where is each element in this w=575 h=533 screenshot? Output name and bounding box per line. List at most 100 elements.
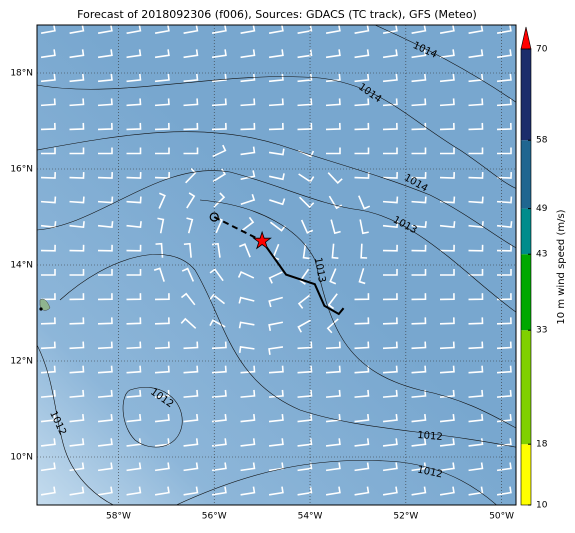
- colorbar-tick-label: 43: [536, 250, 547, 260]
- wind-barb: [40, 172, 57, 179]
- wind-barb: [326, 318, 339, 334]
- wind-barb: [157, 217, 165, 234]
- wind-barb: [354, 172, 370, 179]
- wind-barb: [69, 221, 85, 229]
- map-frame: [36, 24, 517, 506]
- wind-barb: [97, 462, 113, 472]
- wind-barb: [212, 168, 227, 183]
- title: Forecast of 2018092306 (f006), Sources: …: [77, 8, 477, 21]
- wind-barb: [211, 486, 227, 496]
- wind-barb: [126, 269, 142, 276]
- wind-barb: [325, 486, 341, 496]
- wind-barb: [268, 148, 285, 156]
- wind-barb: [183, 242, 192, 258]
- wind-barb: [154, 98, 170, 107]
- wind-barb: [268, 122, 284, 131]
- track-start: [209, 212, 219, 222]
- wind-barb: [360, 243, 368, 259]
- wind-barb: [97, 172, 114, 179]
- wind-barb: [126, 341, 142, 350]
- wind-barb: [496, 172, 513, 179]
- wind-barb: [382, 317, 398, 325]
- wind-barb: [240, 365, 256, 374]
- wind-barb: [382, 122, 398, 131]
- colorbar-segment: [521, 140, 531, 209]
- wind-barb: [69, 317, 85, 325]
- wind-barb: [183, 122, 199, 131]
- wind-barb: [154, 25, 170, 35]
- forecast-track: [261, 240, 345, 316]
- colorbar-segment: [521, 444, 531, 505]
- wind-barb: [496, 365, 512, 374]
- wind-barb: [153, 267, 165, 282]
- wind-barb: [468, 341, 484, 350]
- wind-barbs: [40, 25, 513, 496]
- wind-barb: [154, 365, 170, 374]
- wind-barb: [183, 73, 199, 83]
- wind-barb: [69, 196, 85, 204]
- wind-barb: [183, 49, 199, 59]
- wind-barb: [468, 244, 484, 252]
- wind-barb: [329, 268, 337, 285]
- wind-barb: [354, 73, 370, 83]
- wind-barb: [468, 293, 484, 301]
- wind-barb: [411, 221, 427, 229]
- wind-barb: [181, 267, 195, 282]
- wind-barb: [354, 341, 370, 350]
- wind-barb: [126, 486, 142, 496]
- wind-barb: [126, 244, 142, 252]
- wind-barb: [69, 244, 85, 252]
- colorbar-tick-label: 58: [536, 136, 548, 146]
- wind-barb: [382, 341, 398, 350]
- wind-barb: [126, 462, 142, 472]
- colorbar-segment: [521, 49, 531, 141]
- wind-barb: [359, 219, 369, 235]
- wind-barb: [155, 242, 164, 258]
- wind-barb: [411, 341, 427, 350]
- colorbar-segment: [521, 330, 531, 445]
- wind-barb: [496, 122, 512, 131]
- wind-barb: [183, 25, 199, 35]
- wind-barb: [240, 462, 256, 472]
- wind-barb: [126, 196, 142, 204]
- wind-barb: [40, 244, 56, 252]
- wind-barb: [297, 294, 311, 309]
- wind-barb: [40, 98, 56, 107]
- wind-barb: [330, 219, 341, 235]
- wind-barb: [327, 172, 343, 185]
- wind-barb: [439, 73, 455, 83]
- y-tick-label: 16°N: [10, 165, 33, 175]
- wind-barb: [411, 73, 427, 83]
- wind-barb: [354, 317, 370, 325]
- wind-barb: [327, 293, 338, 310]
- wind-barb: [209, 268, 224, 282]
- wind-barb: [69, 389, 85, 398]
- wind-barb: [496, 486, 512, 496]
- y-tick-label: 14°N: [10, 261, 33, 271]
- wind-barb: [358, 268, 366, 285]
- wind-barb: [354, 122, 370, 131]
- wind-barb: [154, 462, 170, 472]
- wind-barb: [354, 486, 370, 496]
- wind-barb: [69, 122, 85, 131]
- wind-barb: [269, 221, 286, 232]
- wind-barb: [126, 122, 142, 131]
- wind-barb: [268, 365, 284, 374]
- wind-barb: [354, 414, 370, 423]
- x-tick-label: 50°W: [489, 512, 514, 522]
- colorbar-segment: [521, 254, 531, 331]
- wind-barb: [468, 147, 484, 155]
- wind-barb: [496, 25, 512, 35]
- wind-barb: [154, 389, 170, 398]
- wind-barb: [354, 389, 370, 398]
- wind-barb: [41, 147, 56, 155]
- current-position: [252, 230, 272, 250]
- wind-barb: [154, 317, 170, 325]
- graticule: [37, 25, 516, 505]
- wind-barb: [211, 341, 227, 350]
- wind-barb: [185, 168, 197, 184]
- wind-barb: [440, 147, 455, 155]
- wind-barb: [268, 321, 284, 331]
- wind-barb: [297, 365, 313, 374]
- wind-barb: [180, 317, 197, 329]
